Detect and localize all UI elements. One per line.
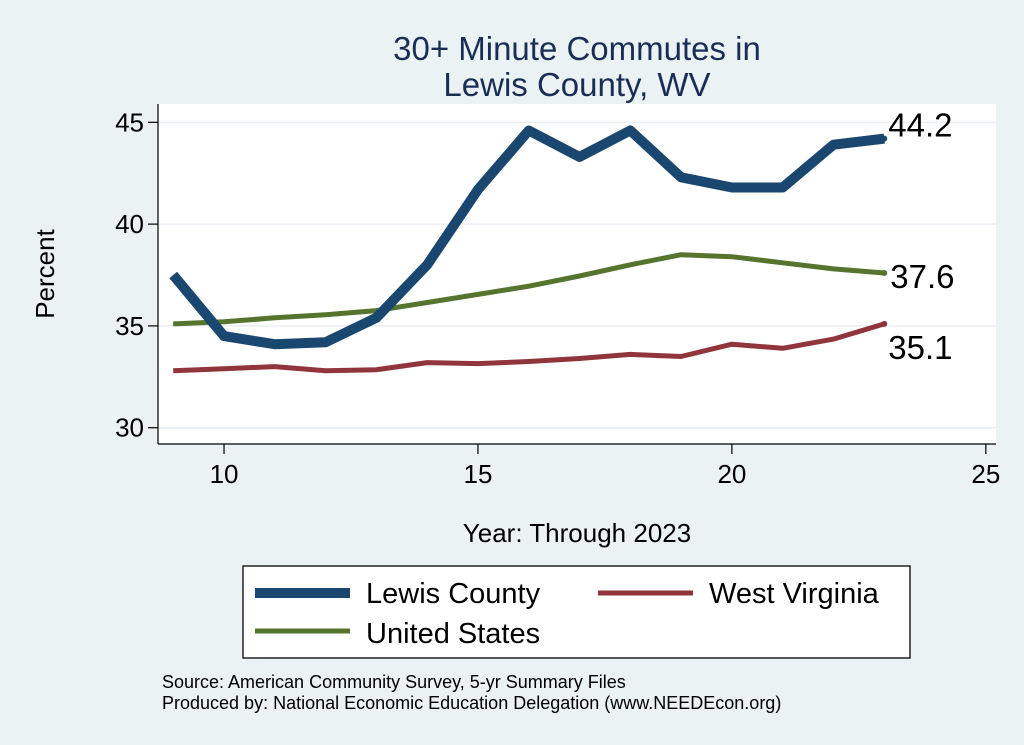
x-tick-label: 15: [464, 459, 493, 489]
end-marker-west-virginia: [881, 320, 888, 327]
axes: 30 35 40 45 10 15 20 25: [115, 104, 1000, 489]
y-tick-label: 40: [115, 209, 144, 239]
y-tick-label: 30: [115, 413, 144, 443]
y-tick-label: 45: [115, 107, 144, 137]
x-tick-label: 20: [717, 459, 746, 489]
end-marker-united-states: [881, 269, 888, 276]
end-labels: 44.2 35.1 37.6: [888, 107, 954, 366]
legend-label-lewis-county: Lewis County: [366, 578, 541, 610]
series-line-west-virginia: [173, 321, 886, 374]
x-tick-label: 25: [971, 459, 1000, 489]
legend: Lewis County West Virginia United States: [242, 565, 911, 659]
legend-box: [242, 565, 911, 659]
chart-title-line-2: Lewis County, WV: [443, 66, 710, 103]
end-label-lewis-county: 44.2: [888, 107, 952, 144]
end-marker-lewis-county: [881, 135, 888, 142]
series-line-united-states: [173, 252, 885, 327]
legend-label-west-virginia: West Virginia: [709, 578, 880, 610]
chart-title-line-1: 30+ Minute Commutes in: [393, 30, 761, 67]
y-tick-label: 35: [115, 311, 144, 341]
produced-by-note: Produced by: National Economic Education…: [162, 693, 781, 713]
legend-label-united-states: United States: [366, 618, 540, 650]
series-line-lewis-county: [169, 125, 885, 350]
end-label-west-virginia: 35.1: [888, 329, 952, 366]
end-label-united-states: 37.6: [890, 258, 954, 295]
source-note: Source: American Community Survey, 5-yr …: [162, 672, 626, 692]
x-tick-label: 10: [210, 459, 239, 489]
series-lines: [169, 125, 888, 374]
x-axis-title: Year: Through 2023: [463, 518, 691, 548]
y-axis-title: Percent: [30, 228, 60, 318]
gridlines: [158, 121, 996, 429]
